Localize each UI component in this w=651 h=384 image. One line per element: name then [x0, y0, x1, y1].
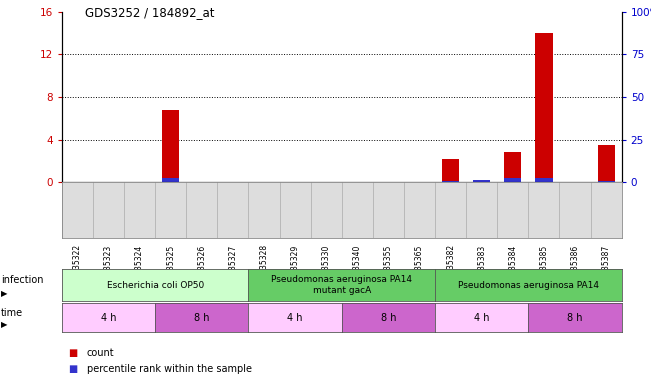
Bar — [598, 181, 615, 182]
Text: ▶: ▶ — [1, 289, 7, 298]
Text: 4 h: 4 h — [101, 313, 117, 323]
Bar — [535, 178, 553, 182]
Text: percentile rank within the sample: percentile rank within the sample — [87, 364, 251, 374]
Text: ■: ■ — [68, 348, 77, 358]
Text: infection: infection — [1, 275, 43, 285]
Text: 8 h: 8 h — [567, 313, 583, 323]
Bar — [162, 110, 179, 182]
Text: Pseudomonas aeruginosa PA14: Pseudomonas aeruginosa PA14 — [458, 281, 599, 290]
Text: 4 h: 4 h — [287, 313, 303, 323]
Bar — [535, 33, 553, 182]
Text: GDS3252 / 184892_at: GDS3252 / 184892_at — [85, 6, 214, 19]
Text: time: time — [1, 308, 23, 318]
Bar — [505, 152, 521, 182]
Bar — [598, 145, 615, 182]
Text: ■: ■ — [68, 364, 77, 374]
Text: 8 h: 8 h — [194, 313, 210, 323]
Bar — [162, 178, 179, 182]
Text: Pseudomonas aeruginosa PA14
mutant gacA: Pseudomonas aeruginosa PA14 mutant gacA — [271, 275, 412, 295]
Bar — [442, 159, 459, 182]
Bar — [505, 178, 521, 182]
Text: ▶: ▶ — [1, 321, 7, 329]
Text: 4 h: 4 h — [474, 313, 490, 323]
Bar — [473, 180, 490, 182]
Text: count: count — [87, 348, 114, 358]
Bar — [442, 181, 459, 182]
Text: Escherichia coli OP50: Escherichia coli OP50 — [107, 281, 204, 290]
Text: 8 h: 8 h — [381, 313, 396, 323]
